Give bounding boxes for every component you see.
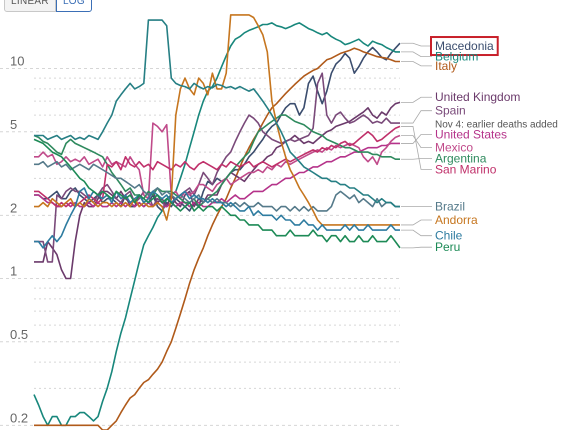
series-label-mexico[interactable]: Mexico — [435, 141, 473, 155]
label-leader-line — [401, 135, 432, 149]
series-line-brazil[interactable] — [34, 160, 400, 212]
series-line-san-marino[interactable] — [34, 125, 401, 208]
y-tick-label: 0.2 — [10, 410, 28, 425]
series-label-macedonia[interactable]: Macedonia — [435, 39, 494, 53]
series-line-mexico[interactable] — [34, 122, 401, 200]
series-label-united-kingdom[interactable]: United Kingdom — [435, 90, 520, 104]
linear-scale-button[interactable]: LINEAR — [4, 0, 56, 12]
series-line-andorra[interactable] — [34, 14, 400, 226]
label-leader-line — [401, 219, 432, 226]
series-line-chile[interactable] — [34, 187, 400, 249]
series-line-belgium[interactable] — [33, 22, 400, 427]
y-tick-label: 1 — [10, 264, 17, 279]
y-tick-label: 2 — [10, 200, 17, 215]
label-leader-line — [401, 158, 432, 160]
highlight-box — [430, 36, 499, 57]
series-label-andorra[interactable]: Andorra — [435, 213, 478, 227]
series-line-ecuador[interactable] — [34, 19, 400, 208]
gridlines — [0, 68, 400, 426]
y-tick-label: 0.5 — [10, 327, 28, 342]
series-label-san-marino[interactable]: San Marino — [435, 162, 497, 176]
label-leader-line — [401, 42, 432, 47]
label-leader-line — [401, 110, 432, 124]
label-leader-line — [401, 96, 432, 103]
log-scale-button[interactable]: LOG — [55, 0, 92, 12]
annotation-note: Nov 4: earlier deaths added — [435, 120, 558, 131]
series-label-spain[interactable]: Spain — [435, 104, 466, 118]
scale-toggle: LINEAR LOG — [4, 0, 92, 12]
series-label-brazil[interactable]: Brazil — [435, 200, 465, 214]
series-label-italy[interactable]: Italy — [435, 59, 457, 73]
series-label-belgium[interactable]: Belgium — [435, 50, 478, 64]
label-leader-line — [401, 51, 432, 57]
y-tick-label: 5 — [10, 117, 17, 132]
series-line-italy[interactable] — [34, 47, 400, 430]
label-leader-line — [401, 134, 432, 144]
series-line-argentina[interactable] — [33, 114, 400, 208]
label-leader-line — [401, 246, 432, 249]
series-label-chile[interactable]: Chile — [435, 229, 463, 243]
series-lines — [33, 14, 401, 430]
label-leader-line — [401, 126, 432, 170]
series-label-argentina[interactable]: Argentina — [435, 151, 487, 165]
series-line-macedonia[interactable] — [34, 42, 401, 212]
series-line-peru[interactable] — [33, 138, 401, 249]
label-leader-line — [401, 61, 432, 67]
y-tick-label: 10 — [10, 54, 24, 69]
series-label-united-states[interactable]: United States — [435, 128, 507, 142]
label-leader-line — [401, 229, 432, 237]
series-label-peru[interactable]: Peru — [435, 240, 460, 254]
y-axis-ticks: 0.2 0.5 1 2 5 10 — [10, 54, 28, 426]
